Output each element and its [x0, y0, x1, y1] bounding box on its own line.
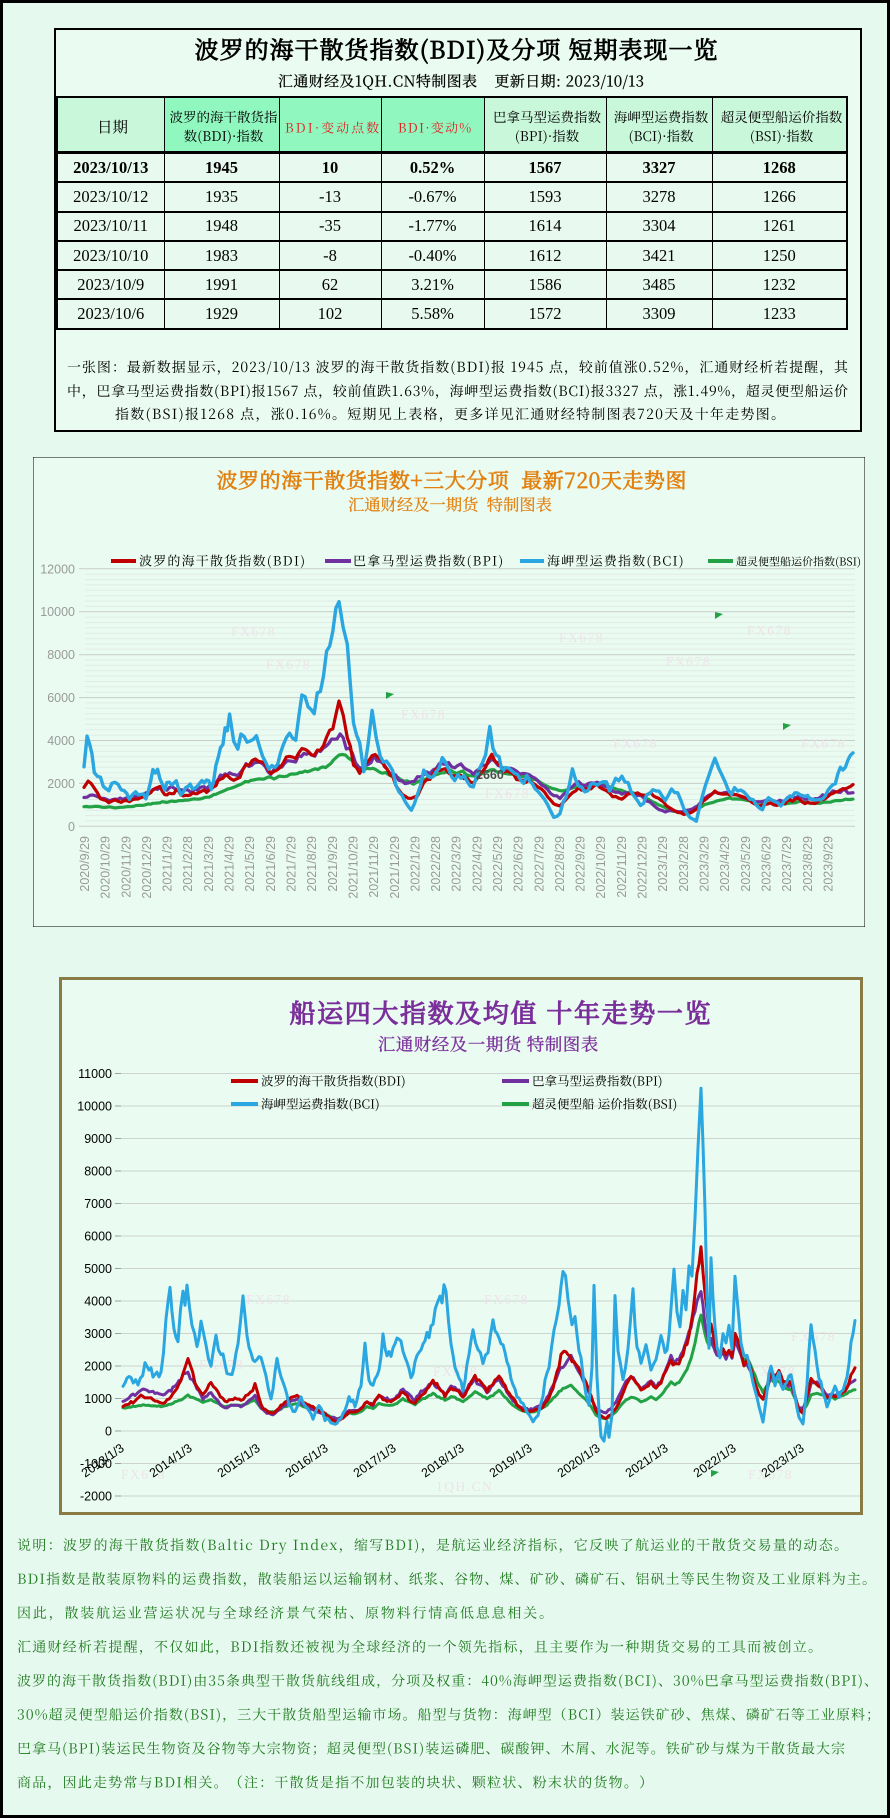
svg-text:0: 0 — [105, 1425, 112, 1439]
svg-text:2021/10/29: 2021/10/29 — [346, 836, 360, 899]
svg-text:FX678: FX678 — [199, 1357, 244, 1372]
svg-text:5000: 5000 — [84, 1262, 112, 1276]
svg-text:FX678: FX678 — [266, 657, 311, 672]
svg-text:2021/3/29: 2021/3/29 — [202, 836, 216, 892]
svg-text:-2000: -2000 — [80, 1490, 112, 1504]
svg-text:12000: 12000 — [40, 562, 75, 576]
svg-text:2022/8/29: 2022/8/29 — [553, 836, 567, 892]
svg-text:2022/2/28: 2022/2/28 — [429, 836, 443, 892]
svg-text:2023/9/29: 2023/9/29 — [821, 836, 835, 892]
svg-text:FX678: FX678 — [246, 1292, 291, 1307]
svg-text:11000: 11000 — [78, 1067, 112, 1081]
svg-text:2660: 2660 — [476, 768, 504, 782]
svg-text:2023/5/29: 2023/5/29 — [739, 836, 753, 892]
svg-text:2022/3/29: 2022/3/29 — [450, 836, 464, 892]
svg-text:FX678: FX678 — [666, 654, 711, 669]
svg-text:2023/4/29: 2023/4/29 — [718, 836, 732, 892]
svg-text:2022/5/29: 2022/5/29 — [491, 836, 505, 892]
svg-text:10000: 10000 — [77, 1100, 112, 1114]
svg-text:2021/5/29: 2021/5/29 — [243, 836, 257, 892]
svg-text:2020/10/29: 2020/10/29 — [99, 836, 113, 899]
svg-text:FX678: FX678 — [747, 623, 792, 638]
svg-text:FX678: FX678 — [485, 786, 530, 801]
svg-text:2022/9/29: 2022/9/29 — [574, 836, 588, 892]
svg-text:2021/1/29: 2021/1/29 — [161, 836, 175, 892]
svg-text:FX678: FX678 — [559, 630, 604, 645]
svg-text:3000: 3000 — [84, 1327, 112, 1341]
svg-text:8000: 8000 — [84, 1165, 112, 1179]
svg-text:2020/9/29: 2020/9/29 — [78, 836, 92, 892]
svg-text:6000: 6000 — [84, 1230, 112, 1244]
svg-text:1QH.CN: 1QH.CN — [436, 1479, 493, 1494]
svg-text:2022/6/29: 2022/6/29 — [512, 836, 526, 892]
svg-text:FX678: FX678 — [801, 736, 846, 751]
svg-text:FX678: FX678 — [231, 624, 276, 639]
svg-text:10000: 10000 — [40, 605, 75, 619]
svg-text:2023/6/29: 2023/6/29 — [759, 836, 773, 892]
svg-text:8000: 8000 — [47, 648, 75, 662]
svg-text:4000: 4000 — [84, 1295, 112, 1309]
svg-text:6000: 6000 — [47, 691, 75, 705]
svg-text:2021/8/29: 2021/8/29 — [305, 836, 319, 892]
svg-text:FX678: FX678 — [748, 1467, 793, 1482]
svg-text:2020/12/29: 2020/12/29 — [140, 836, 154, 899]
svg-text:2021/4/29: 2021/4/29 — [223, 836, 237, 892]
svg-text:FX678: FX678 — [121, 1467, 166, 1482]
svg-text:2022/7/29: 2022/7/29 — [532, 836, 546, 892]
svg-text:7000: 7000 — [84, 1197, 112, 1211]
svg-text:2021/7/29: 2021/7/29 — [285, 836, 299, 892]
svg-text:2022/10/29: 2022/10/29 — [594, 836, 608, 899]
svg-text:-1000: -1000 — [80, 1457, 112, 1471]
svg-text:2021/6/29: 2021/6/29 — [264, 836, 278, 892]
svg-text:9000: 9000 — [84, 1132, 112, 1146]
svg-text:2023/8/29: 2023/8/29 — [801, 836, 815, 892]
svg-text:2022/4/29: 2022/4/29 — [470, 836, 484, 892]
svg-text:FX678: FX678 — [401, 707, 446, 722]
svg-text:2021/2/28: 2021/2/28 — [181, 836, 195, 892]
svg-text:2023/1/29: 2023/1/29 — [656, 836, 670, 892]
svg-text:2021/12/29: 2021/12/29 — [388, 836, 402, 899]
svg-text:2023/2/28: 2023/2/28 — [677, 836, 691, 892]
svg-text:4000: 4000 — [47, 734, 75, 748]
svg-text:2000: 2000 — [47, 777, 75, 791]
svg-text:2023/3/29: 2023/3/29 — [698, 836, 712, 892]
svg-text:1000: 1000 — [84, 1392, 112, 1406]
svg-text:2022/12/29: 2022/12/29 — [636, 836, 650, 899]
svg-text:2021/11/29: 2021/11/29 — [367, 836, 381, 898]
svg-text:2022/1/29: 2022/1/29 — [408, 836, 422, 892]
svg-text:2022/11/29: 2022/11/29 — [615, 836, 629, 898]
svg-text:2000: 2000 — [84, 1360, 112, 1374]
svg-text:FX678: FX678 — [484, 1292, 529, 1307]
svg-text:FX678: FX678 — [613, 736, 658, 751]
svg-text:2023/7/29: 2023/7/29 — [780, 836, 794, 892]
svg-text:0: 0 — [68, 820, 75, 834]
svg-text:2020/11/29: 2020/11/29 — [119, 836, 133, 898]
svg-text:2021/9/29: 2021/9/29 — [326, 836, 340, 892]
